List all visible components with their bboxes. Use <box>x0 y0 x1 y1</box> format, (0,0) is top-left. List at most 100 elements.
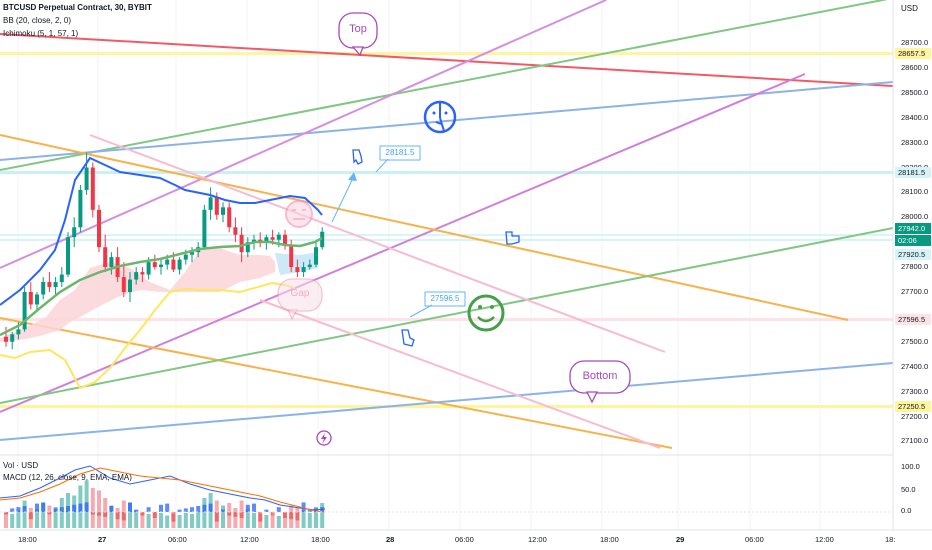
candle-body[interactable] <box>84 167 89 190</box>
volume-bar <box>307 513 312 528</box>
candle-body[interactable] <box>301 267 306 273</box>
pointing-hand-icon-low[interactable] <box>401 329 415 347</box>
ichimoku-indicator-label[interactable]: Ichimoku (5, 1, 57, 1) <box>3 29 79 38</box>
candles[interactable] <box>4 152 325 350</box>
candle-body[interactable] <box>47 282 52 288</box>
neutral-face-icon[interactable] <box>285 200 313 228</box>
trendline-green-bottom[interactable] <box>0 227 894 404</box>
pointing-hand-icon-right[interactable] <box>505 231 520 245</box>
candle-body[interactable] <box>97 209 101 248</box>
price-badge[interactable]: 28181.5 <box>895 167 931 178</box>
candle-body[interactable] <box>283 234 287 245</box>
trendlines[interactable] <box>0 0 894 449</box>
candle-body[interactable] <box>171 259 176 270</box>
candle-body[interactable] <box>72 227 77 238</box>
candle-body[interactable] <box>16 329 21 335</box>
callout-bottom[interactable] <box>569 360 631 404</box>
candle-body[interactable] <box>4 336 8 342</box>
candle-body[interactable] <box>177 259 182 270</box>
candle-body[interactable] <box>190 252 194 255</box>
price-badge[interactable]: 28657.5 <box>895 48 931 59</box>
candle-body[interactable] <box>66 237 70 275</box>
price-badge[interactable]: 02:06 <box>895 235 931 246</box>
candle-body[interactable] <box>128 279 132 292</box>
candle-body[interactable] <box>276 234 281 240</box>
candle-body[interactable] <box>233 227 238 235</box>
candle-body[interactable] <box>22 292 27 330</box>
macd-indicator-label[interactable]: MACD (12, 26, close, 9, EMA, EMA) <box>3 473 132 482</box>
candle-body[interactable] <box>208 197 213 210</box>
time-axis[interactable] <box>0 530 932 550</box>
candle-body[interactable] <box>214 197 219 215</box>
trendline-blue-bottom[interactable] <box>0 362 894 441</box>
candle-body[interactable] <box>183 254 188 260</box>
level-27596[interactable] <box>0 318 893 321</box>
trendline-pink-1[interactable] <box>89 134 666 353</box>
candle-body[interactable] <box>202 209 207 248</box>
candle-body[interactable] <box>10 334 15 342</box>
candle-body[interactable] <box>146 262 151 275</box>
price-badge[interactable]: 27942.0 <box>895 223 931 234</box>
trendline-blue-top[interactable] <box>0 81 894 161</box>
candle-body[interactable] <box>307 264 312 268</box>
candle-body[interactable] <box>264 237 269 243</box>
candle-body[interactable] <box>121 277 126 292</box>
trendline-pink-2[interactable] <box>259 299 661 449</box>
candle-body[interactable] <box>59 274 64 283</box>
volume-bar <box>314 507 318 528</box>
candle-body[interactable] <box>159 264 163 268</box>
symbol-title[interactable]: BTCUSD Perpetual Contract, 30, BYBIT <box>3 3 152 12</box>
smiley-face-icon[interactable] <box>467 294 505 332</box>
candle-body[interactable] <box>320 231 325 248</box>
trendline-purple-2[interactable] <box>0 73 806 413</box>
candle-body[interactable] <box>295 267 300 273</box>
candle-body[interactable] <box>227 207 232 228</box>
price-badge[interactable]: 27250.5 <box>895 401 931 412</box>
candle-body[interactable] <box>140 272 145 275</box>
candle-body[interactable] <box>109 257 114 268</box>
candle-body[interactable] <box>103 247 108 268</box>
trendline-orange-2[interactable] <box>0 317 673 449</box>
price-callout-low[interactable] <box>409 291 466 318</box>
candle-body[interactable] <box>78 189 83 228</box>
lightning-event-icon[interactable] <box>316 430 332 446</box>
candle-body[interactable] <box>41 282 46 295</box>
candle-body[interactable] <box>252 239 256 243</box>
horizontal-levels[interactable] <box>0 52 893 408</box>
level-27920[interactable] <box>0 239 893 241</box>
bb-indicator-label[interactable]: BB (20, close, 2, 0) <box>3 16 72 25</box>
level-28181[interactable] <box>0 171 893 174</box>
candle-body[interactable] <box>314 247 318 265</box>
callout-top[interactable] <box>338 12 378 57</box>
price-badge[interactable]: 27596.5 <box>895 314 931 325</box>
projection-arrow[interactable] <box>331 175 355 223</box>
candle-body[interactable] <box>221 207 225 215</box>
volume-bar <box>16 510 21 528</box>
price-axis[interactable] <box>893 0 932 530</box>
candle-body[interactable] <box>239 234 244 253</box>
callout-gap[interactable] <box>277 278 323 321</box>
price-tick-label: 28300.0 <box>901 137 929 147</box>
level-27250[interactable] <box>0 405 893 408</box>
trendline-red[interactable] <box>0 33 894 87</box>
trendline-orange-1[interactable] <box>0 134 849 321</box>
macd-histogram-bar <box>90 512 95 515</box>
candle-body[interactable] <box>90 167 95 210</box>
candle-body[interactable] <box>134 272 139 280</box>
level-28657[interactable] <box>0 52 893 55</box>
sad-neutral-face-icon[interactable] <box>423 100 457 134</box>
price-callout-high[interactable] <box>375 145 421 173</box>
candle-body[interactable] <box>28 292 33 305</box>
trendline-green-top[interactable] <box>0 0 893 171</box>
thumbs-down-hand-icon[interactable] <box>352 149 363 165</box>
price-badge[interactable]: 27920.5 <box>895 249 931 260</box>
candle-body[interactable] <box>289 244 294 268</box>
candle-body[interactable] <box>152 262 157 268</box>
candle-body[interactable] <box>245 242 250 253</box>
candle-body[interactable] <box>35 294 39 305</box>
candle-body[interactable] <box>53 282 58 288</box>
candle-body[interactable] <box>270 237 275 240</box>
volume-indicator-label[interactable]: Vol · USD <box>3 461 39 470</box>
candle-body[interactable] <box>165 259 170 265</box>
